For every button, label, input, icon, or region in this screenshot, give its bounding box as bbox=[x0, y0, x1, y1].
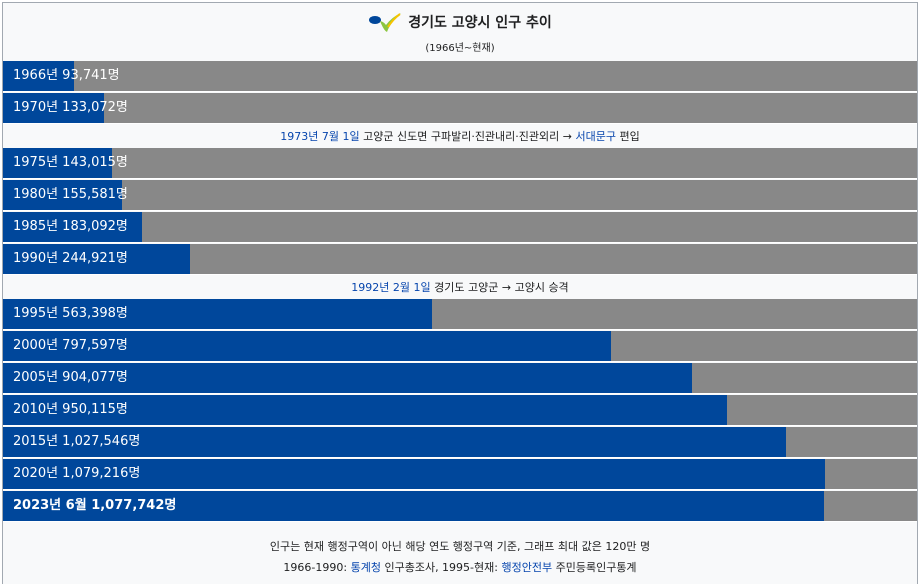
chart-title: 경기도 고양시 인구 추이 bbox=[408, 15, 552, 31]
admin-change-note: 1973년 7월 1일 고양군 신도면 구파발리·진관내리·진관외리 → 서대문… bbox=[3, 125, 917, 148]
bar-label: 1980년 155,581명 bbox=[13, 187, 128, 202]
bar-label: 1990년 244,921명 bbox=[13, 251, 128, 266]
bar bbox=[3, 427, 786, 457]
chart-subtitle: (1966년~현재) bbox=[425, 43, 495, 54]
bar-label: 2020년 1,079,216명 bbox=[13, 466, 141, 481]
bar bbox=[3, 61, 74, 91]
bar-row: 1995년 563,398명 bbox=[3, 299, 917, 330]
footer-source-suffix: 주민등록인구통계 bbox=[555, 561, 637, 574]
bar-row: 2000년 797,597명 bbox=[3, 331, 917, 362]
bar bbox=[3, 331, 611, 361]
statistics-korea-link[interactable]: 통계청 bbox=[350, 561, 381, 574]
bar-row: 1975년 143,015명 bbox=[3, 148, 917, 179]
bar-label: 2023년 6월 1,077,742명 bbox=[13, 498, 177, 513]
bar bbox=[3, 212, 142, 242]
note-date-link[interactable]: 1973년 7월 1일 bbox=[280, 130, 360, 143]
footer-note: 인구는 현재 행정구역이 아닌 해당 연도 행정구역 기준, 그래프 최대 값은… bbox=[269, 540, 651, 553]
bar bbox=[3, 363, 692, 393]
bar-label: 1985년 183,092명 bbox=[13, 219, 128, 234]
goyang-logo-icon bbox=[369, 13, 402, 32]
bar-row: 1980년 155,581명 bbox=[3, 180, 917, 211]
bar-label: 2010년 950,115명 bbox=[13, 402, 128, 417]
bar-row: 2020년 1,079,216명 bbox=[3, 459, 917, 490]
bar-label: 1975년 143,015명 bbox=[13, 155, 128, 170]
footer-sources: 1966-1990: 통계청 인구총조사, 1995-현재: 행정안전부 주민등… bbox=[3, 559, 917, 575]
note-district-link[interactable]: 서대문구 bbox=[575, 130, 616, 143]
bar-row: 1985년 183,092명 bbox=[3, 212, 917, 243]
bar-label: 1966년 93,741명 bbox=[13, 68, 120, 83]
footer-source-mid: 인구총조사, 1995-현재: bbox=[384, 561, 498, 574]
bar bbox=[3, 491, 824, 521]
note-place: 고양군 bbox=[363, 130, 394, 143]
bar-row: 1966년 93,741명 bbox=[3, 61, 917, 92]
bar bbox=[3, 93, 104, 123]
bar bbox=[3, 459, 825, 489]
bar bbox=[3, 148, 112, 178]
bar-label: 1970년 133,072명 bbox=[13, 100, 128, 115]
bar bbox=[3, 395, 727, 425]
note-date-link[interactable]: 1992년 2월 1일 bbox=[351, 281, 431, 294]
bar-label: 2000년 797,597명 bbox=[13, 338, 128, 353]
note-text: 경기도 고양군 → 고양시 승격 bbox=[434, 281, 569, 294]
bar bbox=[3, 299, 432, 329]
bar-row: 2005년 904,077명 bbox=[3, 363, 917, 394]
bar-label: 1995년 563,398명 bbox=[13, 306, 128, 321]
bar-row: 1970년 133,072명 bbox=[3, 93, 917, 124]
admin-change-note: 1992년 2월 1일 경기도 고양군 → 고양시 승격 bbox=[3, 276, 917, 299]
bar-label: 2015년 1,027,546명 bbox=[13, 434, 141, 449]
bar-row: 1990년 244,921명 bbox=[3, 244, 917, 275]
bar bbox=[3, 244, 190, 274]
note-text: 신도면 구파발리·진관내리·진관외리 → bbox=[396, 130, 572, 143]
chart-header: 경기도 고양시 인구 추이 (1966년~현재) bbox=[3, 3, 917, 61]
bar bbox=[3, 180, 122, 210]
bar-row: 2015년 1,027,546명 bbox=[3, 427, 917, 458]
note-suffix: 편입 bbox=[619, 130, 640, 143]
ministry-interior-link[interactable]: 행정안전부 bbox=[501, 561, 553, 574]
footer-source-prefix: 1966-1990: bbox=[283, 561, 348, 574]
bar-row: 2023년 6월 1,077,742명 bbox=[3, 491, 917, 522]
bar-label: 2005년 904,077명 bbox=[13, 370, 128, 385]
chart-footer: 인구는 현재 행정구역이 아닌 해당 연도 행정구역 기준, 그래프 최대 값은… bbox=[3, 530, 917, 584]
bar-row: 2010년 950,115명 bbox=[3, 395, 917, 426]
title-row: 경기도 고양시 인구 추이 bbox=[3, 11, 917, 33]
